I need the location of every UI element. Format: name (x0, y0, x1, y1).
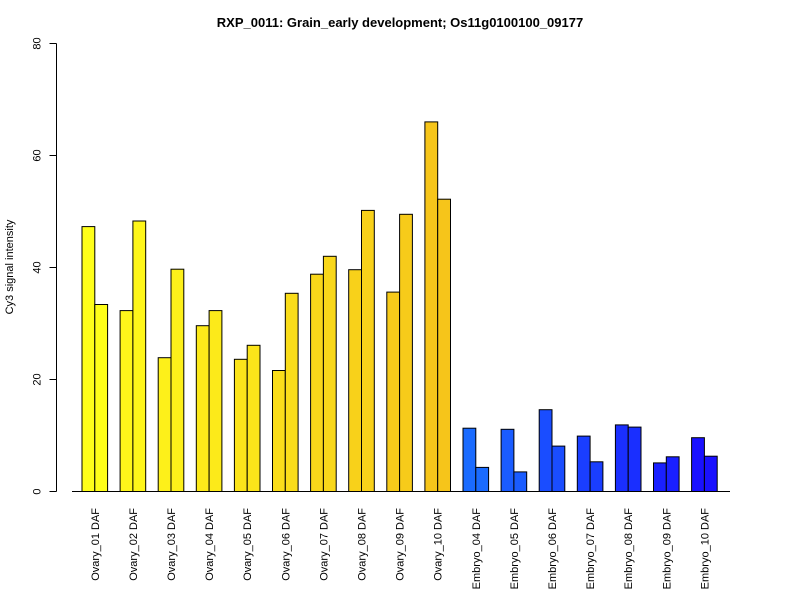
y-axis: 0 20 40 60 80 (32, 37, 57, 495)
x-tick-label: Ovary_09 DAF (395, 508, 407, 581)
x-tick-label: Embryo_09 DAF (661, 508, 673, 590)
bar (399, 213, 413, 493)
bar (513, 471, 528, 492)
x-tick-label: Embryo_04 DAF (471, 508, 483, 590)
bar (81, 226, 96, 492)
bar (322, 255, 337, 492)
bar (246, 344, 261, 492)
bar (691, 437, 705, 493)
bar (665, 456, 680, 492)
bar (195, 325, 210, 493)
chart-title: RXP_0011: Grain_early development; Os11g… (217, 15, 583, 30)
bar (703, 455, 718, 493)
x-tick-label: Embryo_07 DAF (585, 508, 597, 590)
bar (437, 198, 452, 492)
bar (170, 268, 185, 493)
bar (614, 424, 629, 492)
bars (81, 121, 718, 493)
x-tick-label: Ovary_05 DAF (242, 508, 254, 581)
x-tick-label: Ovary_02 DAF (128, 508, 140, 581)
x-tick-label: Embryo_05 DAF (509, 508, 521, 590)
y-axis-label: Cy3 signal intensity (4, 219, 16, 314)
bar (284, 292, 299, 492)
bar (627, 426, 642, 493)
x-tick-label: Ovary_08 DAF (357, 508, 369, 581)
y-tick-label: 20 (32, 373, 44, 385)
y-tick-label: 0 (32, 488, 44, 494)
bar (94, 304, 109, 492)
bar (310, 273, 324, 493)
bar (538, 409, 553, 493)
bar (551, 445, 566, 493)
bar (157, 357, 172, 493)
x-tick-label: Ovary_04 DAF (204, 508, 216, 581)
x-tick-label: Ovary_06 DAF (280, 508, 292, 581)
bar (386, 291, 401, 492)
bar (272, 370, 286, 492)
x-tick-label: Ovary_01 DAF (90, 508, 102, 581)
bar (361, 209, 375, 492)
y-tick-label: 80 (32, 37, 44, 49)
x-tick-label: Embryo_08 DAF (623, 508, 635, 590)
bar (500, 428, 515, 492)
bar (589, 461, 604, 492)
y-tick-label: 40 (32, 261, 44, 273)
bar (475, 466, 490, 492)
bar (119, 310, 134, 492)
y-tick-label: 60 (32, 149, 44, 161)
x-axis-labels: Ovary_01 DAF Ovary_02 DAF Ovary_03 DAF Ovar… (90, 508, 712, 590)
x-tick-label: Embryo_06 DAF (547, 508, 559, 590)
bar (132, 220, 147, 492)
bar (424, 121, 439, 493)
bar (462, 427, 477, 493)
bar (653, 462, 667, 492)
x-tick-label: Embryo_10 DAF (699, 508, 711, 590)
x-tick-label: Ovary_07 DAF (318, 508, 330, 581)
bar (208, 310, 223, 492)
x-tick-label: Ovary_03 DAF (166, 508, 178, 581)
bar (576, 435, 591, 493)
bar (233, 358, 248, 492)
bar (348, 269, 363, 493)
x-tick-label: Ovary_10 DAF (433, 508, 445, 581)
